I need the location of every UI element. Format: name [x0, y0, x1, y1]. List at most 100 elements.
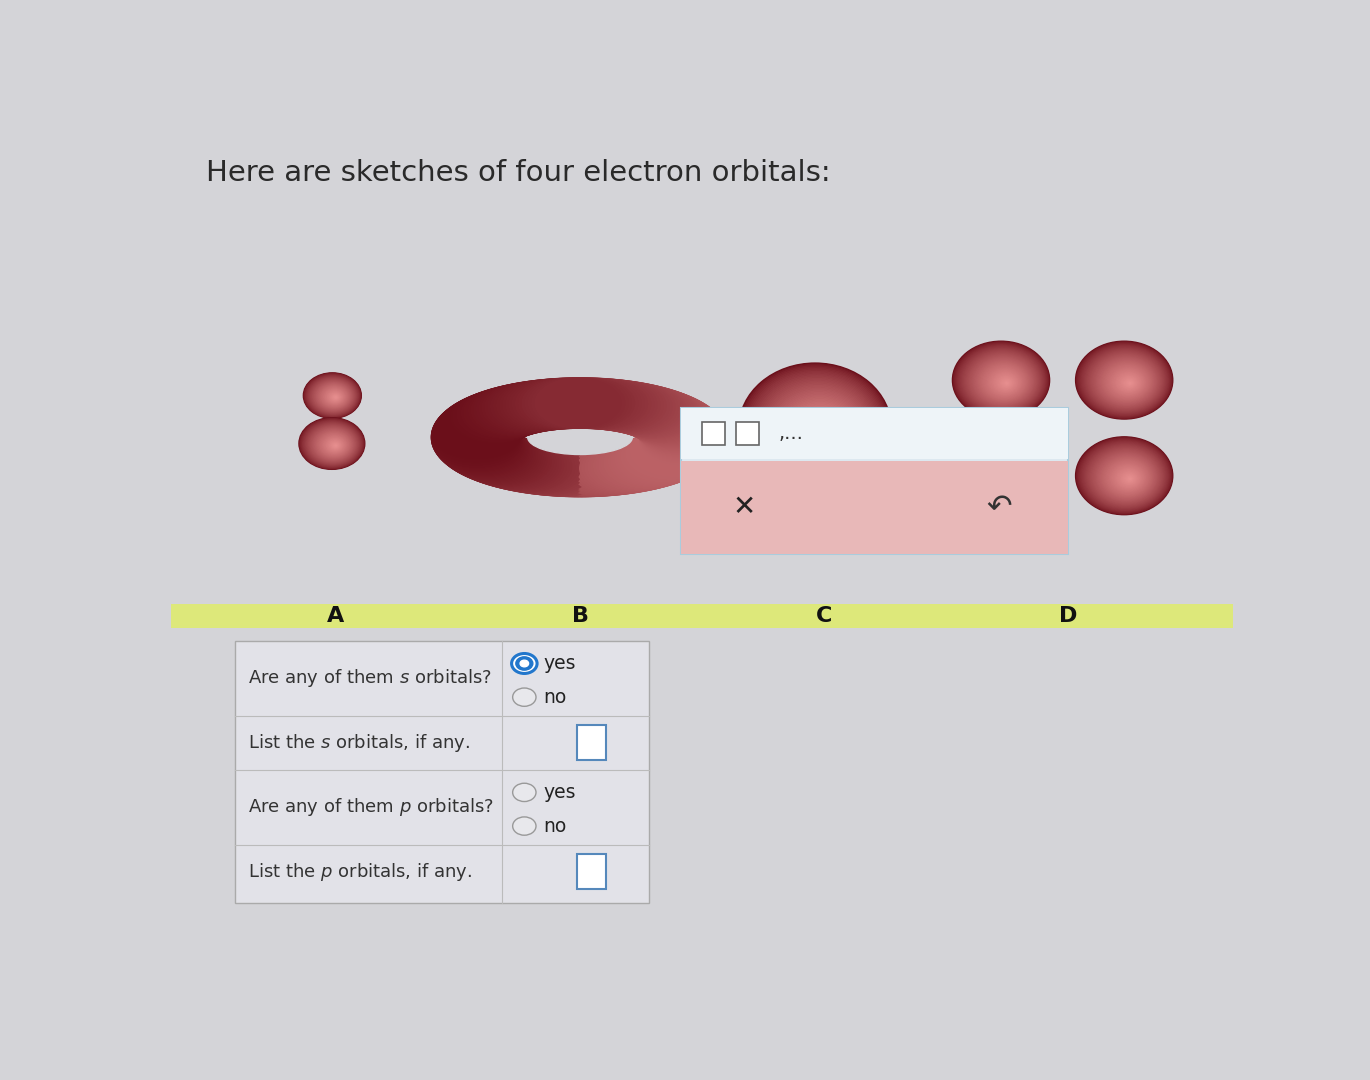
- Ellipse shape: [516, 378, 606, 429]
- Ellipse shape: [334, 444, 337, 447]
- Ellipse shape: [477, 441, 566, 490]
- Ellipse shape: [964, 446, 1040, 507]
- Ellipse shape: [453, 433, 543, 484]
- Ellipse shape: [977, 361, 1030, 403]
- Ellipse shape: [485, 382, 574, 432]
- Ellipse shape: [766, 386, 870, 474]
- Ellipse shape: [580, 381, 669, 432]
- Ellipse shape: [811, 422, 834, 443]
- Ellipse shape: [329, 392, 341, 402]
- Ellipse shape: [330, 393, 340, 401]
- Ellipse shape: [1104, 363, 1151, 401]
- FancyBboxPatch shape: [681, 461, 1069, 554]
- Ellipse shape: [532, 378, 622, 429]
- Ellipse shape: [993, 469, 1017, 487]
- Ellipse shape: [1110, 463, 1147, 492]
- Ellipse shape: [752, 375, 881, 483]
- Ellipse shape: [758, 378, 877, 480]
- Ellipse shape: [436, 403, 525, 453]
- Ellipse shape: [1118, 374, 1140, 391]
- Ellipse shape: [432, 410, 521, 460]
- Ellipse shape: [455, 434, 544, 484]
- Ellipse shape: [1101, 362, 1152, 402]
- Ellipse shape: [300, 418, 364, 469]
- Ellipse shape: [308, 424, 358, 463]
- Ellipse shape: [1095, 451, 1158, 502]
- Ellipse shape: [623, 394, 712, 444]
- Ellipse shape: [1121, 376, 1137, 390]
- Ellipse shape: [1077, 437, 1171, 514]
- Ellipse shape: [1123, 474, 1136, 483]
- Ellipse shape: [1089, 447, 1163, 507]
- Ellipse shape: [743, 366, 889, 490]
- Ellipse shape: [618, 391, 707, 442]
- Ellipse shape: [433, 407, 522, 457]
- Ellipse shape: [601, 438, 690, 489]
- Ellipse shape: [975, 455, 1032, 500]
- Ellipse shape: [959, 442, 1044, 511]
- Ellipse shape: [467, 437, 556, 488]
- Ellipse shape: [329, 441, 341, 450]
- Ellipse shape: [599, 386, 688, 435]
- Ellipse shape: [973, 453, 1033, 501]
- Text: yes: yes: [544, 654, 575, 673]
- Ellipse shape: [585, 382, 675, 432]
- Ellipse shape: [738, 363, 892, 492]
- Ellipse shape: [321, 386, 348, 407]
- Ellipse shape: [440, 426, 529, 476]
- Ellipse shape: [488, 443, 577, 492]
- Ellipse shape: [801, 415, 841, 448]
- Ellipse shape: [601, 386, 690, 436]
- Text: List the $s$ orbitals, if any.: List the $s$ orbitals, if any.: [248, 732, 470, 754]
- Ellipse shape: [1095, 451, 1158, 502]
- Ellipse shape: [636, 404, 725, 454]
- Ellipse shape: [1082, 442, 1167, 511]
- FancyBboxPatch shape: [236, 642, 649, 903]
- Ellipse shape: [444, 429, 533, 478]
- Ellipse shape: [471, 440, 560, 489]
- Ellipse shape: [808, 420, 836, 444]
- Ellipse shape: [321, 434, 348, 455]
- Ellipse shape: [432, 408, 522, 458]
- Ellipse shape: [441, 397, 530, 448]
- Ellipse shape: [640, 413, 729, 462]
- Ellipse shape: [958, 441, 1045, 511]
- Ellipse shape: [955, 438, 1048, 513]
- Ellipse shape: [599, 440, 688, 489]
- Ellipse shape: [958, 346, 1045, 416]
- Ellipse shape: [636, 420, 725, 471]
- Ellipse shape: [443, 428, 532, 478]
- Ellipse shape: [307, 376, 359, 416]
- Ellipse shape: [316, 431, 351, 458]
- Ellipse shape: [555, 446, 644, 496]
- Ellipse shape: [963, 350, 1041, 411]
- Ellipse shape: [756, 377, 878, 481]
- Ellipse shape: [507, 445, 596, 496]
- Ellipse shape: [503, 445, 592, 495]
- Ellipse shape: [432, 417, 522, 467]
- Ellipse shape: [464, 388, 553, 437]
- Ellipse shape: [479, 441, 569, 491]
- Ellipse shape: [984, 366, 1025, 399]
- Ellipse shape: [952, 341, 1049, 419]
- Ellipse shape: [303, 373, 362, 418]
- Ellipse shape: [971, 451, 1036, 502]
- Ellipse shape: [1078, 438, 1171, 513]
- Ellipse shape: [595, 383, 684, 434]
- Ellipse shape: [577, 444, 666, 494]
- Ellipse shape: [322, 435, 347, 455]
- Ellipse shape: [562, 445, 651, 496]
- Ellipse shape: [749, 372, 884, 486]
- Ellipse shape: [306, 375, 359, 417]
- Ellipse shape: [778, 395, 860, 465]
- Ellipse shape: [1099, 455, 1155, 500]
- Ellipse shape: [999, 473, 1012, 484]
- Ellipse shape: [326, 437, 344, 453]
- Ellipse shape: [306, 422, 359, 465]
- FancyBboxPatch shape: [681, 408, 1069, 459]
- Ellipse shape: [967, 353, 1037, 409]
- Ellipse shape: [433, 419, 522, 469]
- Ellipse shape: [432, 411, 521, 461]
- Ellipse shape: [636, 421, 725, 472]
- Ellipse shape: [999, 377, 1014, 389]
